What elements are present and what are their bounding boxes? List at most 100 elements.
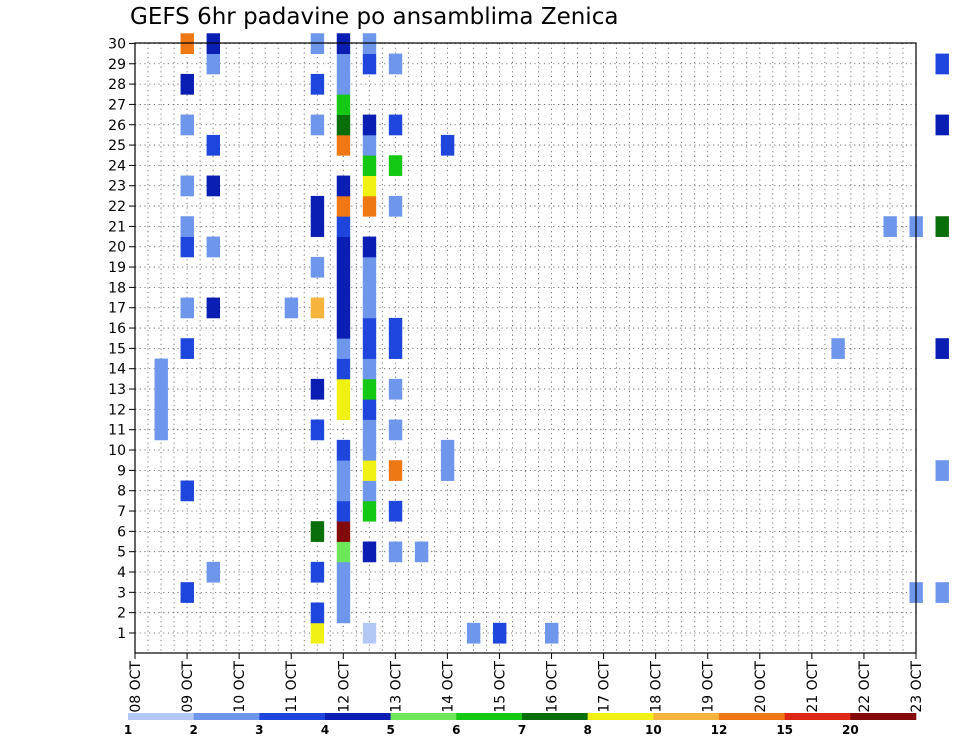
heatmap-cell bbox=[388, 541, 403, 563]
heatmap-cell bbox=[388, 195, 403, 217]
heatmap-cell bbox=[831, 338, 845, 359]
heatmap-cell bbox=[310, 114, 325, 136]
y-tick-label: 18 bbox=[108, 280, 126, 296]
colorbar-label: 1 bbox=[124, 723, 132, 737]
x-tick-label: 20 OCT bbox=[753, 661, 769, 713]
heatmap-cell bbox=[362, 134, 377, 156]
heatmap-cell bbox=[388, 114, 403, 136]
colorbar-segment bbox=[850, 713, 917, 720]
heatmap-cell bbox=[388, 338, 403, 359]
colorbar-label: 7 bbox=[518, 723, 526, 737]
colorbar-segment bbox=[522, 713, 588, 720]
y-tick-label: 11 bbox=[108, 423, 126, 439]
heatmap-cell bbox=[362, 195, 377, 217]
heatmap-cell bbox=[362, 155, 377, 176]
heatmap-cell bbox=[440, 134, 455, 156]
y-tick-label: 15 bbox=[108, 341, 126, 357]
heatmap-cell bbox=[206, 33, 221, 54]
heatmap-cell bbox=[466, 622, 481, 644]
y-tick-label: 17 bbox=[108, 301, 126, 317]
heatmap-cell bbox=[336, 297, 351, 319]
y-tick-label: 22 bbox=[108, 199, 126, 215]
y-tick-label: 14 bbox=[108, 362, 126, 378]
colorbar-segment bbox=[587, 713, 654, 720]
heatmap-cell bbox=[935, 460, 949, 481]
colorbar-segment bbox=[784, 713, 851, 720]
heatmap-cell bbox=[206, 134, 221, 156]
y-tick-label: 9 bbox=[117, 463, 126, 479]
y-tick-label: 24 bbox=[108, 158, 126, 174]
heatmap-cell bbox=[492, 622, 507, 644]
heatmap-cell bbox=[336, 521, 351, 542]
colorbar-segment bbox=[653, 713, 720, 720]
heatmap-cell bbox=[206, 297, 221, 319]
heatmap-cell bbox=[362, 399, 377, 420]
heatmap-cell bbox=[310, 378, 325, 400]
heatmap-cell bbox=[336, 582, 351, 603]
heatmap-cell bbox=[336, 216, 351, 237]
heatmap-cell bbox=[362, 256, 377, 278]
heatmap-cell bbox=[336, 73, 351, 95]
heatmap-cell bbox=[362, 358, 377, 380]
heatmap-cell bbox=[336, 134, 351, 156]
heatmap-cell bbox=[935, 216, 949, 237]
y-tick-label: 20 bbox=[108, 240, 126, 256]
y-tick-label: 2 bbox=[117, 606, 126, 622]
y-tick-label: 13 bbox=[108, 382, 126, 398]
heatmap-cell bbox=[310, 33, 325, 54]
heatmap-cell bbox=[935, 114, 949, 136]
y-tick-label: 16 bbox=[108, 321, 126, 337]
colorbar-label: 4 bbox=[321, 723, 329, 737]
heatmap-cell bbox=[336, 460, 351, 481]
colorbar-label: 15 bbox=[776, 723, 793, 737]
heatmap-cell bbox=[362, 460, 377, 481]
colorbar-label: 12 bbox=[711, 723, 728, 737]
heatmap-cell bbox=[310, 622, 325, 644]
heatmap-cell bbox=[336, 317, 351, 339]
heatmap-cell bbox=[362, 378, 377, 400]
heatmap-cell bbox=[362, 297, 377, 319]
y-tick-label: 27 bbox=[108, 97, 126, 113]
y-tick-label: 5 bbox=[117, 545, 126, 561]
x-tick-label: 17 OCT bbox=[597, 661, 613, 713]
heatmap-cell bbox=[336, 277, 351, 298]
heatmap-cell bbox=[440, 439, 455, 461]
heatmap-cell bbox=[362, 317, 377, 339]
heatmap-cell bbox=[336, 500, 351, 522]
colorbar-label: 3 bbox=[255, 723, 263, 737]
heatmap-cell bbox=[180, 33, 194, 54]
x-tick-label: 22 OCT bbox=[857, 661, 873, 713]
x-tick-label: 15 OCT bbox=[492, 661, 508, 713]
colorbar-segment bbox=[719, 713, 785, 720]
heatmap-cell bbox=[362, 338, 377, 359]
heatmap-cell bbox=[154, 419, 168, 441]
heatmap-cell bbox=[336, 358, 351, 380]
heatmap-cell bbox=[388, 317, 403, 339]
heatmap-cell bbox=[362, 53, 377, 75]
heatmap-cell bbox=[336, 338, 351, 359]
heatmap-cell bbox=[180, 297, 194, 319]
heatmap-cell bbox=[362, 114, 377, 136]
heatmap-cell bbox=[206, 236, 221, 258]
x-tick-label: 19 OCT bbox=[701, 661, 717, 713]
heatmap-cell bbox=[336, 480, 351, 502]
y-tick-label: 26 bbox=[108, 118, 126, 134]
chart-title: GEFS 6hr padavine po ansamblima Zenica bbox=[130, 4, 619, 30]
colorbar-label: 6 bbox=[452, 723, 460, 737]
heatmap-cell bbox=[388, 460, 403, 481]
heatmap-cell bbox=[388, 155, 403, 176]
y-tick-label: 7 bbox=[117, 504, 126, 520]
y-tick-label: 28 bbox=[108, 77, 126, 93]
y-tick-label: 1 bbox=[117, 626, 126, 642]
heatmap-cell bbox=[336, 561, 351, 583]
heatmap-cell bbox=[336, 439, 351, 461]
heatmap-cell bbox=[440, 460, 455, 481]
x-tick-label: 13 OCT bbox=[388, 661, 404, 713]
y-tick-label: 19 bbox=[108, 260, 126, 276]
x-tick-label: 08 OCT bbox=[128, 661, 144, 713]
y-tick-label: 30 bbox=[108, 36, 126, 52]
heatmap-cell bbox=[388, 500, 403, 522]
heatmap-cell bbox=[310, 561, 325, 583]
